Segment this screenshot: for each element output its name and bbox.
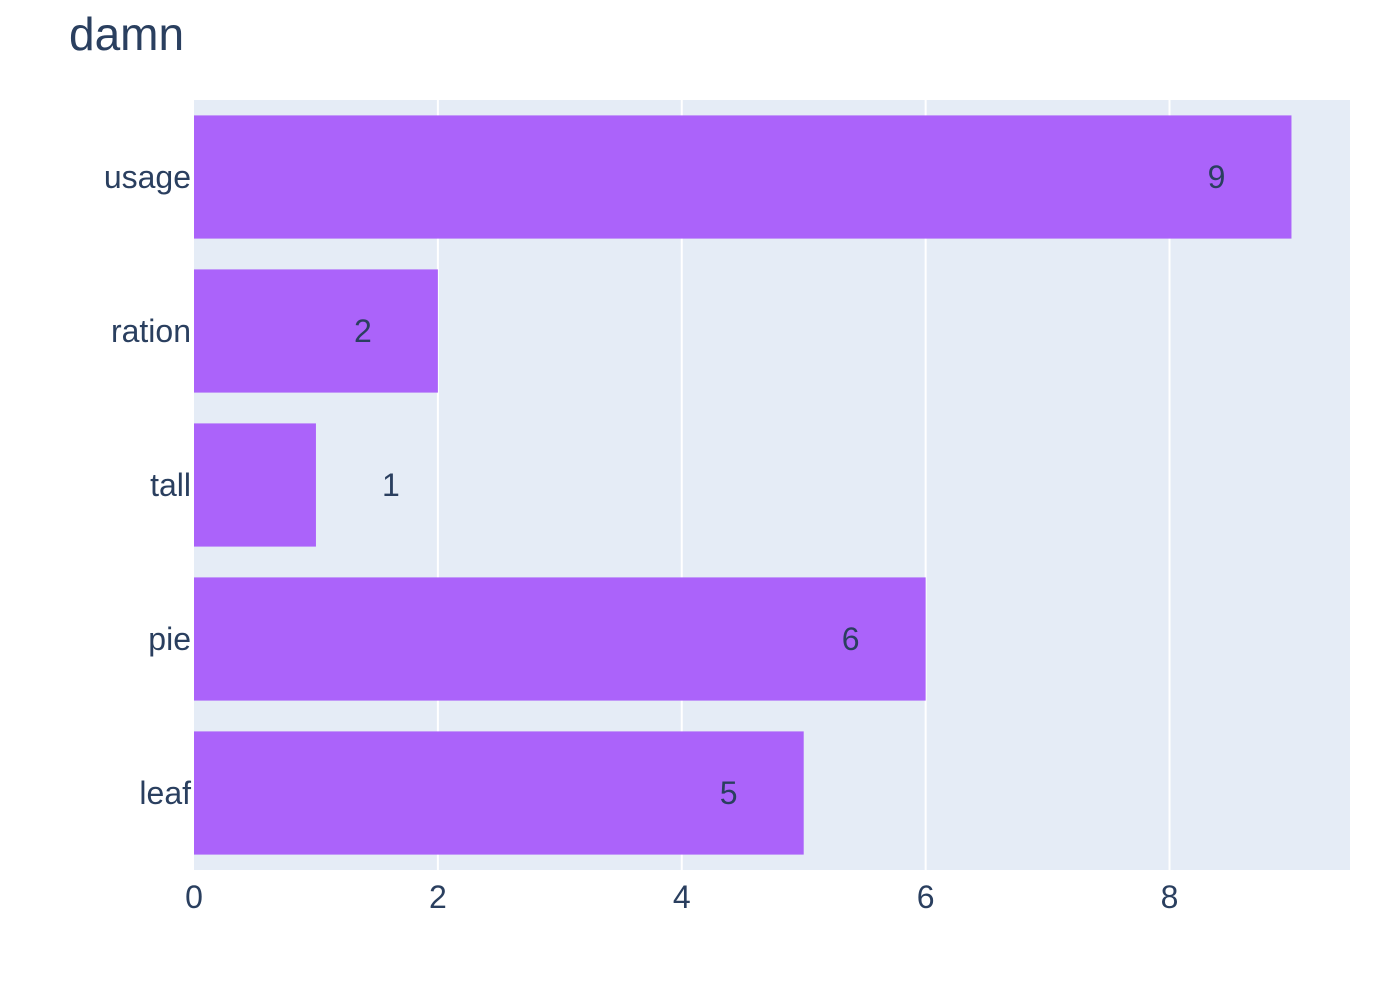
bar-pie [194, 577, 926, 701]
chart-title: damn [69, 8, 184, 60]
data-labels: 9 2 1 6 5 [354, 159, 1225, 811]
bar-usage [194, 115, 1292, 239]
x-tick-label: 4 [673, 879, 691, 915]
y-axis-tick-labels: usage ration tall pie leaf [104, 159, 191, 811]
y-tick-label-leaf: leaf [139, 775, 191, 811]
bar-ration [194, 269, 438, 393]
x-tick-label: 8 [1161, 879, 1179, 915]
bars [194, 115, 1292, 855]
data-label-tall: 1 [382, 467, 400, 503]
data-label-usage: 9 [1208, 159, 1226, 195]
x-tick-label: 0 [185, 879, 203, 915]
y-tick-label-ration: ration [111, 313, 191, 349]
y-tick-label-usage: usage [104, 159, 191, 195]
y-tick-label-tall: tall [150, 467, 191, 503]
x-tick-label: 2 [429, 879, 447, 915]
data-label-ration: 2 [354, 313, 372, 349]
bar-tall [194, 423, 316, 547]
x-tick-label: 6 [917, 879, 935, 915]
x-axis-tick-labels: 0 2 4 6 8 [185, 879, 1178, 915]
data-label-leaf: 5 [720, 775, 738, 811]
y-tick-label-pie: pie [148, 621, 191, 657]
bar-leaf [194, 731, 804, 855]
data-label-pie: 6 [842, 621, 860, 657]
